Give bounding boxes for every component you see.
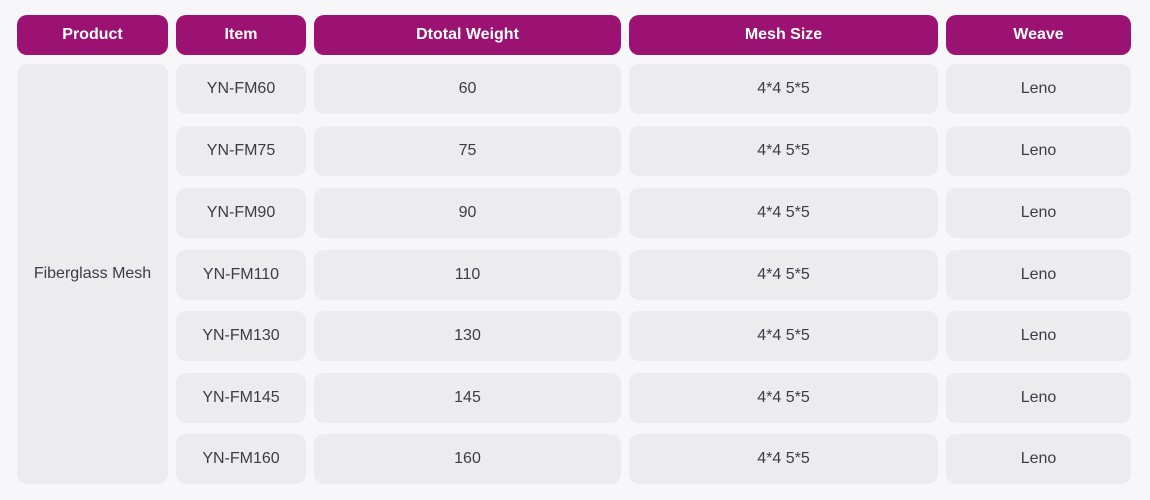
- mesh-size-cell: 4*4 5*5: [629, 188, 938, 238]
- mesh-size-cell: 4*4 5*5: [629, 64, 938, 114]
- header-weight: Dtotal Weight: [314, 15, 621, 55]
- weave-cell: Leno: [946, 64, 1131, 114]
- weight-cell: 110: [314, 250, 621, 300]
- weight-cell: 75: [314, 126, 621, 176]
- weight-cell: 160: [314, 434, 621, 484]
- mesh-size-cell: 4*4 5*5: [629, 250, 938, 300]
- mesh-size-cell: 4*4 5*5: [629, 311, 938, 361]
- mesh-size-cell: 4*4 5*5: [629, 126, 938, 176]
- weave-cell: Leno: [946, 373, 1131, 423]
- item-cell: YN-FM145: [176, 373, 306, 423]
- weight-cell: 130: [314, 311, 621, 361]
- item-cell: YN-FM90: [176, 188, 306, 238]
- weave-cell: Leno: [946, 126, 1131, 176]
- item-cell: YN-FM60: [176, 64, 306, 114]
- header-weave: Weave: [946, 15, 1131, 55]
- weave-cell: Leno: [946, 250, 1131, 300]
- product-cell: Fiberglass Mesh: [17, 64, 168, 484]
- header-mesh-size: Mesh Size: [629, 15, 938, 55]
- item-cell: YN-FM160: [176, 434, 306, 484]
- header-product: Product: [17, 15, 168, 55]
- mesh-size-cell: 4*4 5*5: [629, 373, 938, 423]
- weight-cell: 60: [314, 64, 621, 114]
- weight-cell: 90: [314, 188, 621, 238]
- item-cell: YN-FM110: [176, 250, 306, 300]
- header-item: Item: [176, 15, 306, 55]
- item-cell: YN-FM75: [176, 126, 306, 176]
- weave-cell: Leno: [946, 434, 1131, 484]
- weight-cell: 145: [314, 373, 621, 423]
- weave-cell: Leno: [946, 311, 1131, 361]
- mesh-size-cell: 4*4 5*5: [629, 434, 938, 484]
- weave-cell: Leno: [946, 188, 1131, 238]
- item-cell: YN-FM130: [176, 311, 306, 361]
